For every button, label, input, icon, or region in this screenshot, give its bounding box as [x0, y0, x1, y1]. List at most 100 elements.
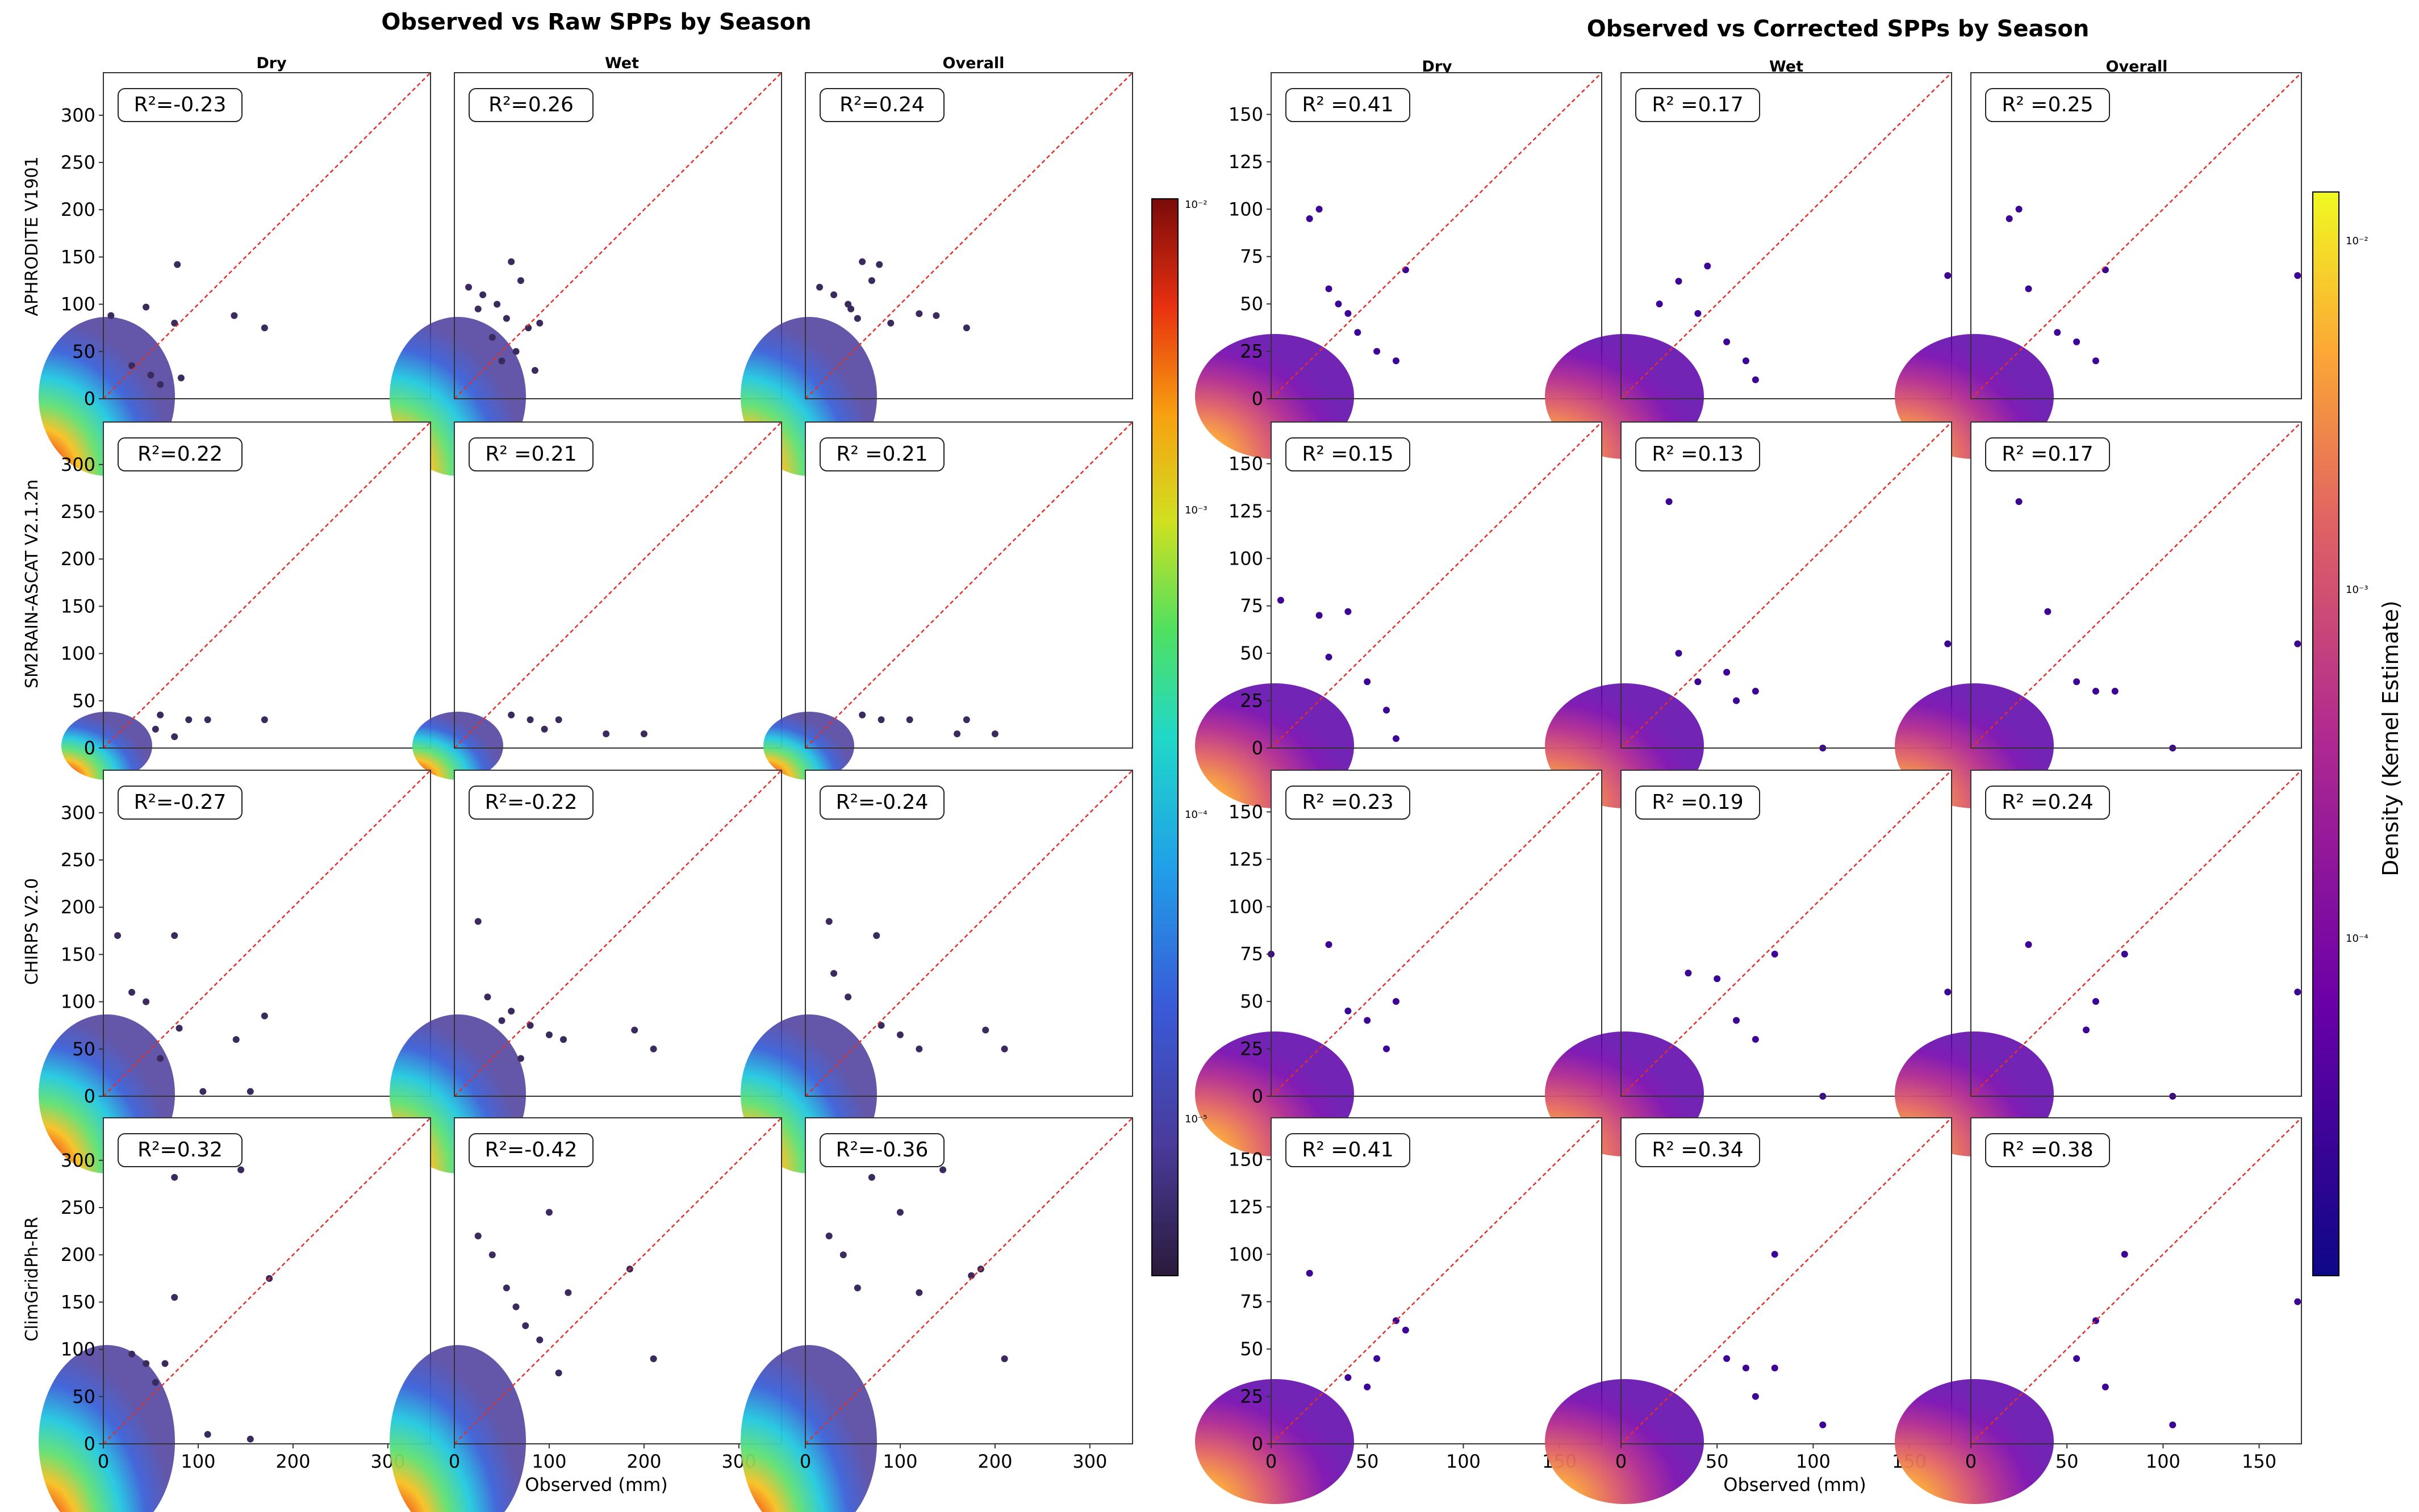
- data-point: [494, 300, 501, 308]
- x-tick-label: 50: [1356, 1451, 1379, 1472]
- density-cloud: [741, 1345, 877, 1512]
- data-point: [854, 315, 861, 322]
- data-point: [128, 988, 136, 996]
- one-to-one-line: [103, 421, 431, 749]
- data-point: [1277, 596, 1284, 604]
- panel-right-2-2: R² =0.13: [1545, 421, 1952, 808]
- x-tick-label: 200: [977, 1451, 1012, 1472]
- data-point: [1344, 608, 1352, 615]
- one-to-one-line: [1970, 1117, 2302, 1444]
- panel-left-1-1: 0 50 100 150 200 250 300 R²=-0.23: [39, 72, 431, 476]
- data-point: [2102, 1383, 2109, 1390]
- r2-label: R² =0.25: [2002, 93, 2093, 116]
- panel-left-3-2: R²=-0.22: [390, 770, 782, 1173]
- data-point: [1675, 650, 1682, 657]
- data-point: [1752, 376, 1759, 383]
- data-point: [152, 725, 159, 733]
- data-point: [968, 1272, 975, 1279]
- plot-frame: [805, 770, 1133, 1097]
- data-point: [527, 1022, 534, 1029]
- plot-frame: [1970, 72, 2302, 399]
- r2-box: [1635, 786, 1760, 820]
- y-tick-label: 250: [61, 1197, 95, 1218]
- colorbar-plasma-tick: 10⁻²: [2346, 235, 2368, 247]
- plot-frame: [454, 770, 782, 1097]
- row-label-climgrid: ClimGridPh-RR: [22, 1217, 42, 1341]
- data-point: [1001, 1045, 1008, 1052]
- density-cloud: [390, 1345, 526, 1512]
- one-to-one-line: [1620, 1117, 1952, 1444]
- data-point: [247, 1435, 254, 1443]
- plot-frame: [1271, 1117, 1602, 1444]
- panel-right-2-3: R² =0.17: [1895, 421, 2302, 808]
- panel-right-1-1: 0 25 50 75 100 125 150 R² =0.41: [1195, 72, 1602, 459]
- data-point: [1742, 357, 1749, 365]
- r2-label: R² =0.34: [1652, 1138, 1743, 1162]
- r2-label: R²=-0.23: [134, 93, 227, 116]
- panel-right-3-2: R² =0.19: [1545, 770, 1952, 1156]
- data-point: [560, 1036, 567, 1043]
- x-tick-label: 100: [1796, 1451, 1831, 1472]
- data-point: [174, 261, 181, 268]
- data-point: [1344, 1374, 1352, 1381]
- y-tick-label: 150: [61, 246, 95, 268]
- data-point: [839, 1251, 847, 1259]
- r2-box: [469, 786, 594, 820]
- data-point: [1383, 707, 1390, 714]
- data-point: [479, 291, 487, 298]
- panel-right-1-3: R² =0.25: [1895, 72, 2302, 459]
- data-point: [171, 1294, 178, 1301]
- data-point: [541, 725, 548, 733]
- plot-frame: [805, 72, 1133, 399]
- y-tick-label: 125: [1229, 1196, 1263, 1218]
- data-point: [1819, 1421, 1827, 1429]
- data-point: [527, 716, 534, 724]
- data-point: [545, 1031, 553, 1038]
- one-to-one-line: [805, 770, 1133, 1097]
- density-cloud: [1545, 1379, 1704, 1504]
- x-tick-label: 0: [1265, 1451, 1277, 1472]
- one-to-one-line: [454, 72, 782, 399]
- data-point: [498, 357, 505, 365]
- density-cloud: [39, 1345, 175, 1512]
- data-point: [171, 319, 178, 327]
- one-to-one-line: [1970, 72, 2302, 399]
- data-point: [830, 970, 838, 977]
- data-point: [465, 283, 473, 291]
- data-point: [916, 1045, 923, 1052]
- r2-label: R²=-0.27: [134, 791, 227, 814]
- y-tick-label: 25: [1240, 1038, 1263, 1060]
- one-to-one-line: [103, 1117, 431, 1444]
- row-label-sm2rain: SM2RAIN-ASCAT V2.1.2n: [22, 479, 42, 688]
- y-tick-label: 50: [1240, 642, 1263, 664]
- xlabel-right: Observed (mm): [1723, 1474, 1866, 1496]
- plot-frame: [1620, 770, 1952, 1097]
- r2-box: [118, 88, 243, 122]
- one-to-one-line: [1970, 770, 2302, 1097]
- data-point: [933, 312, 940, 319]
- r2-label: R²=-0.42: [485, 1138, 578, 1162]
- data-point: [147, 371, 154, 379]
- data-point: [1315, 206, 1323, 213]
- r2-box: [1635, 437, 1760, 471]
- one-to-one-line: [1620, 72, 1952, 399]
- data-point: [522, 1322, 529, 1330]
- r2-label: R²=0.22: [137, 442, 223, 466]
- r2-box: [118, 1133, 243, 1167]
- data-point: [2169, 1421, 2176, 1429]
- colorbar-label: Density (Kernel Estimate): [2378, 600, 2403, 876]
- r2-label: R² =0.17: [2002, 442, 2093, 466]
- data-point: [2083, 1026, 2090, 1034]
- data-point: [517, 277, 524, 285]
- data-point: [531, 367, 538, 374]
- x-tick-label: 200: [275, 1451, 310, 1472]
- x-tick-label: 100: [532, 1451, 566, 1472]
- data-point: [171, 733, 178, 741]
- r2-label: R² =0.21: [485, 442, 576, 466]
- y-tick-label: 100: [61, 991, 95, 1013]
- data-point: [2092, 998, 2099, 1005]
- y-tick-label: 50: [1240, 991, 1263, 1012]
- y-tick-label: 25: [1240, 690, 1263, 712]
- one-to-one-line: [103, 770, 431, 1097]
